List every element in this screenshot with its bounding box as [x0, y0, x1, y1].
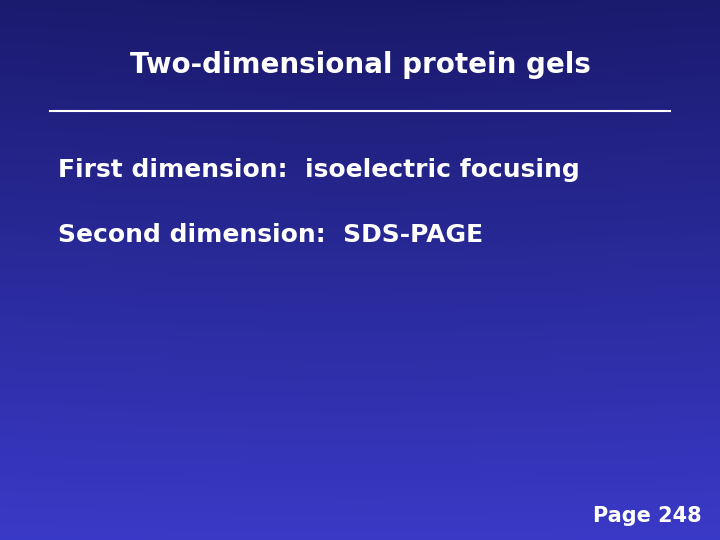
Text: Second dimension:  SDS-PAGE: Second dimension: SDS-PAGE — [58, 223, 482, 247]
Text: Page 248: Page 248 — [593, 507, 702, 526]
Text: Two-dimensional protein gels: Two-dimensional protein gels — [130, 51, 590, 79]
Text: First dimension:  isoelectric focusing: First dimension: isoelectric focusing — [58, 158, 580, 182]
